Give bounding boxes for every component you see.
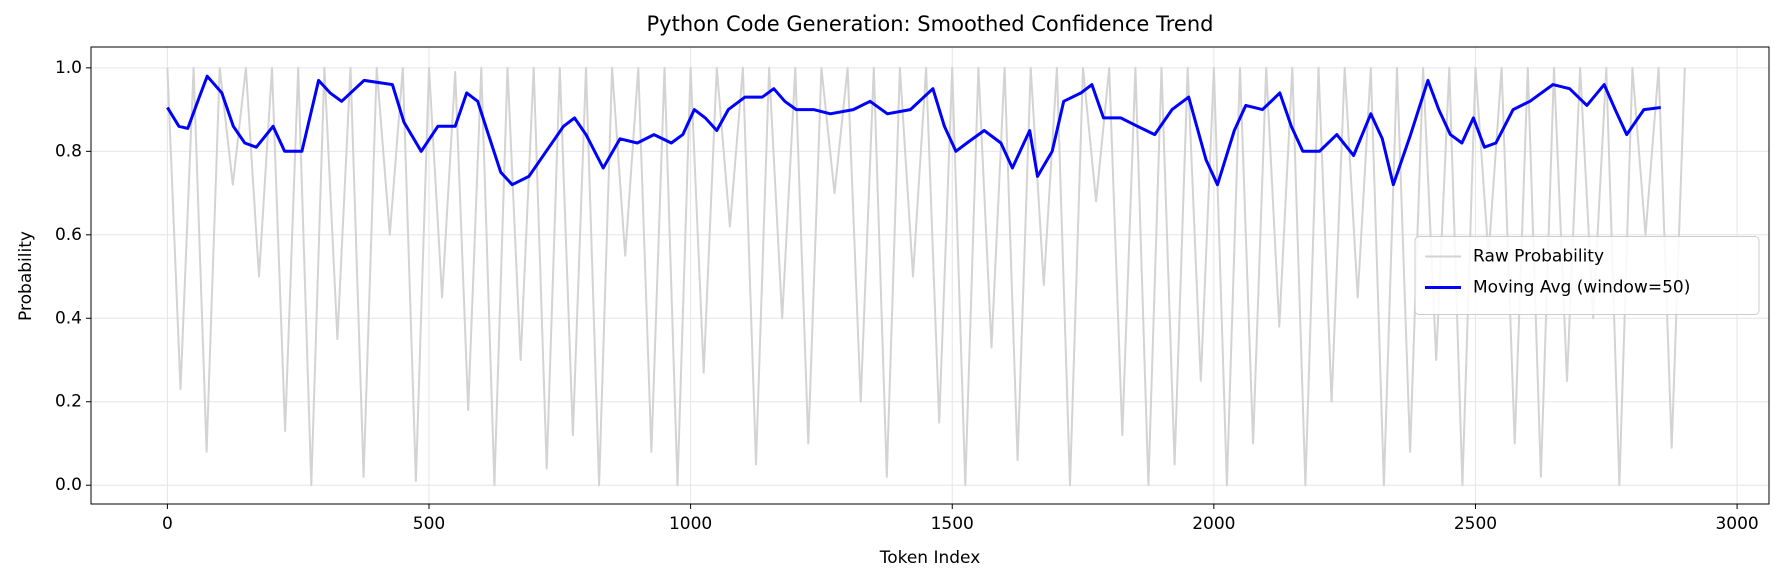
legend: Raw Probability Moving Avg (window=50) bbox=[1414, 236, 1760, 315]
plot-frame bbox=[90, 46, 1770, 505]
x-tick-label: 2500 bbox=[1454, 514, 1497, 534]
y-tick-label: 0.6 bbox=[55, 225, 82, 245]
x-tick-label: 1500 bbox=[931, 514, 974, 534]
y-tick-label: 0.8 bbox=[55, 141, 82, 161]
x-tick-label: 1000 bbox=[669, 514, 712, 534]
series-line bbox=[166, 74, 1661, 187]
x-tick-label: 0 bbox=[162, 514, 173, 534]
y-axis-label: Probability bbox=[16, 231, 36, 321]
chart-title: Python Code Generation: Smoothed Confide… bbox=[647, 12, 1214, 36]
legend-label: Raw Probability bbox=[1473, 247, 1604, 267]
legend-box bbox=[1414, 236, 1760, 315]
x-axis-label: Token Index bbox=[879, 548, 981, 568]
y-tick-label: 0.0 bbox=[55, 475, 82, 495]
y-tick-label: 0.2 bbox=[55, 392, 82, 412]
legend-label: Moving Avg (window=50) bbox=[1473, 278, 1690, 298]
x-tick-label: 2000 bbox=[1192, 514, 1235, 534]
x-tick-label: 3000 bbox=[1715, 514, 1758, 534]
y-tick-label: 0.4 bbox=[55, 308, 82, 328]
x-tick-label: 500 bbox=[413, 514, 445, 534]
y-tick-label: 1.0 bbox=[55, 58, 82, 78]
